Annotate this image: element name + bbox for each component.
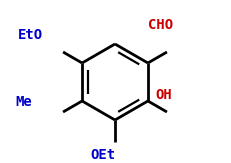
Text: OEt: OEt: [90, 148, 115, 162]
Text: OH: OH: [155, 88, 172, 102]
Text: EtO: EtO: [18, 28, 43, 42]
Text: CHO: CHO: [148, 18, 173, 32]
Text: Me: Me: [15, 95, 32, 109]
